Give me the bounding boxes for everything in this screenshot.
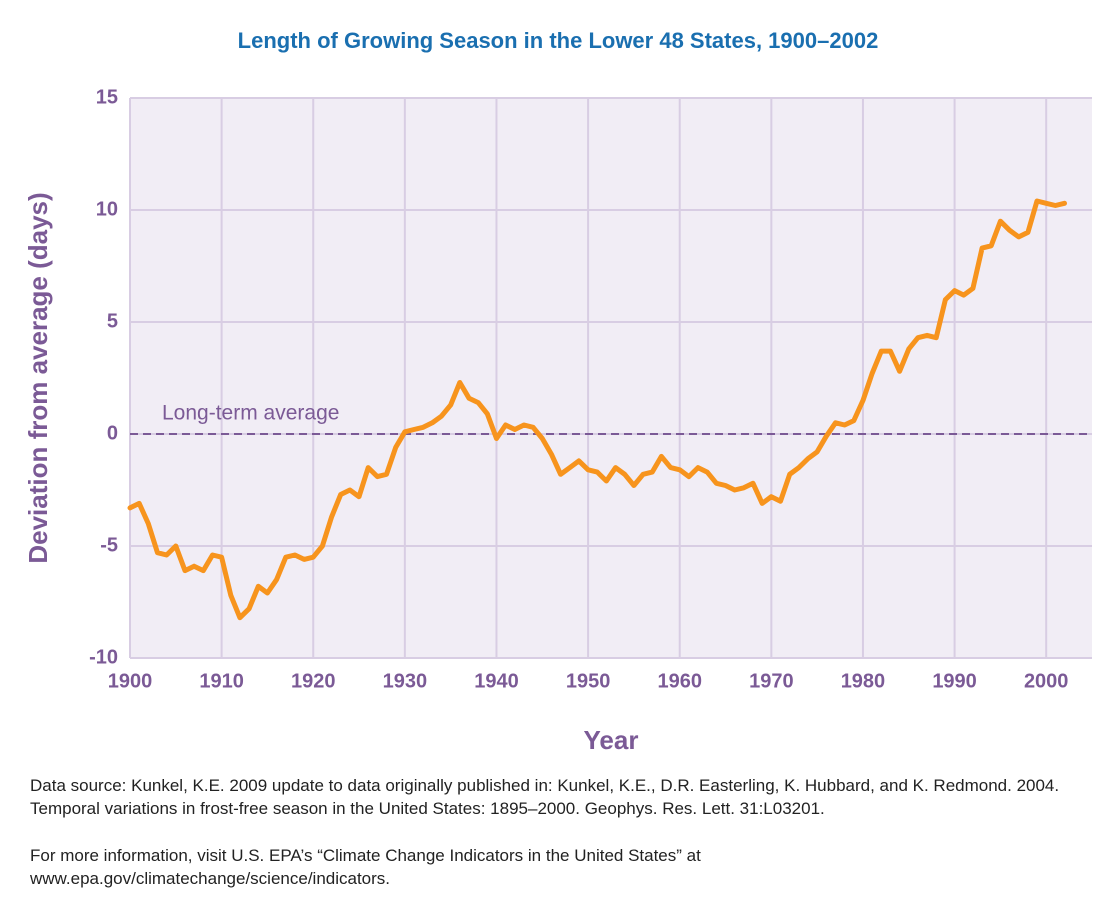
x-axis-label: Year (584, 725, 639, 755)
y-axis-label: Deviation from average (days) (23, 192, 53, 563)
y-tick-label: -5 (100, 534, 118, 556)
x-tick-label: 1930 (383, 670, 428, 692)
x-tick-label: 1960 (657, 670, 702, 692)
x-tick-label: 1900 (108, 670, 153, 692)
x-tick-label: 1910 (199, 670, 244, 692)
x-tick-label: 1920 (291, 670, 336, 692)
data-source-note: Data source: Kunkel, K.E. 2009 update to… (30, 776, 1060, 818)
x-tick-label: 1990 (932, 670, 977, 692)
x-tick-label: 2000 (1024, 670, 1069, 692)
x-tick-label: 1970 (749, 670, 794, 692)
chart-title: Length of Growing Season in the Lower 48… (238, 28, 879, 53)
y-tick-label: -10 (89, 646, 118, 668)
y-tick-label: 15 (96, 86, 118, 108)
chart: Length of Growing Season in the Lower 48… (23, 28, 1092, 755)
info-note: For more information, visit U.S. EPA’s “… (30, 846, 701, 888)
x-tick-label: 1980 (841, 670, 886, 692)
reference-label: Long-term average (162, 402, 339, 425)
y-tick-label: 10 (96, 198, 118, 220)
y-tick-label: 5 (107, 310, 118, 332)
plot-area (130, 98, 1092, 658)
data-line (127, 198, 1067, 621)
x-tick-label: 1950 (566, 670, 611, 692)
y-tick-label: 0 (107, 422, 118, 444)
x-tick-label: 1940 (474, 670, 519, 692)
